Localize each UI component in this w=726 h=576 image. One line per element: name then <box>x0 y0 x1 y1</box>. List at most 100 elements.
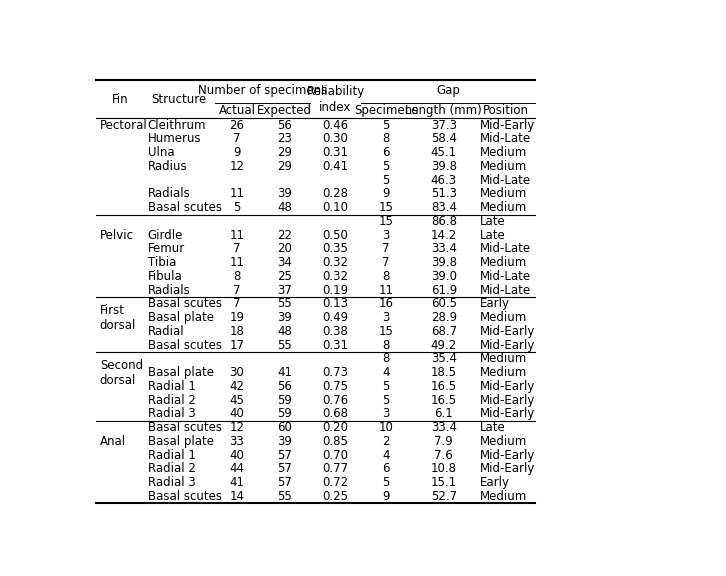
Text: 9: 9 <box>233 146 241 159</box>
Text: 61.9: 61.9 <box>431 284 457 297</box>
Text: Medium: Medium <box>480 160 527 173</box>
Text: Length (mm): Length (mm) <box>405 104 482 118</box>
Text: 7: 7 <box>233 242 241 256</box>
Text: 18: 18 <box>229 325 245 338</box>
Text: 10.8: 10.8 <box>431 463 457 475</box>
Text: 35.4: 35.4 <box>431 353 457 365</box>
Text: 0.31: 0.31 <box>322 146 348 159</box>
Text: 6: 6 <box>383 463 390 475</box>
Text: Anal: Anal <box>99 435 126 448</box>
Text: 40: 40 <box>229 449 245 462</box>
Text: 5: 5 <box>383 174 390 187</box>
Text: 45: 45 <box>229 394 245 407</box>
Text: 39: 39 <box>277 311 293 324</box>
Text: 60: 60 <box>277 421 293 434</box>
Text: 40: 40 <box>229 407 245 420</box>
Text: Position: Position <box>483 104 529 118</box>
Text: 45.1: 45.1 <box>431 146 457 159</box>
Text: Medium: Medium <box>480 490 527 503</box>
Text: 30: 30 <box>229 366 245 379</box>
Text: 11: 11 <box>229 256 245 269</box>
Text: Basal scutes: Basal scutes <box>147 339 221 352</box>
Text: 16: 16 <box>379 297 393 310</box>
Text: Late: Late <box>480 215 505 228</box>
Text: 46.3: 46.3 <box>431 174 457 187</box>
Text: 0.32: 0.32 <box>322 270 348 283</box>
Text: Medium: Medium <box>480 256 527 269</box>
Text: Mid-Early: Mid-Early <box>480 449 535 462</box>
Text: First
dorsal: First dorsal <box>99 304 136 332</box>
Text: 0.46: 0.46 <box>322 119 348 132</box>
Text: 57: 57 <box>277 449 293 462</box>
Text: 15: 15 <box>379 325 393 338</box>
Text: 60.5: 60.5 <box>431 297 457 310</box>
Text: 6: 6 <box>383 146 390 159</box>
Text: 11: 11 <box>229 187 245 200</box>
Text: Early: Early <box>480 297 510 310</box>
Text: 23: 23 <box>277 132 293 146</box>
Text: 34: 34 <box>277 256 293 269</box>
Text: 0.28: 0.28 <box>322 187 348 200</box>
Text: 0.19: 0.19 <box>322 284 348 297</box>
Text: 51.3: 51.3 <box>431 187 457 200</box>
Text: Radial: Radial <box>147 325 184 338</box>
Text: 41: 41 <box>229 476 245 489</box>
Text: Actual: Actual <box>219 104 256 118</box>
Text: Basal scutes: Basal scutes <box>147 490 221 503</box>
Text: Mid-Late: Mid-Late <box>480 174 531 187</box>
Text: Late: Late <box>480 229 505 242</box>
Text: Mid-Early: Mid-Early <box>480 463 535 475</box>
Text: Second
dorsal: Second dorsal <box>99 359 143 386</box>
Text: 57: 57 <box>277 463 293 475</box>
Text: Basal scutes: Basal scutes <box>147 201 221 214</box>
Text: 33: 33 <box>229 435 245 448</box>
Text: 25: 25 <box>277 270 293 283</box>
Text: 4: 4 <box>383 449 390 462</box>
Text: 4: 4 <box>383 366 390 379</box>
Text: Medium: Medium <box>480 311 527 324</box>
Text: 15.1: 15.1 <box>431 476 457 489</box>
Text: 16.5: 16.5 <box>431 380 457 393</box>
Text: Mid-Late: Mid-Late <box>480 284 531 297</box>
Text: Mid-Early: Mid-Early <box>480 407 535 420</box>
Text: 6.1: 6.1 <box>434 407 453 420</box>
Text: Mid-Late: Mid-Late <box>480 270 531 283</box>
Text: 39: 39 <box>277 435 293 448</box>
Text: 0.13: 0.13 <box>322 297 348 310</box>
Text: Radials: Radials <box>147 187 190 200</box>
Text: 68.7: 68.7 <box>431 325 457 338</box>
Text: 33.4: 33.4 <box>431 242 457 256</box>
Text: 5: 5 <box>383 160 390 173</box>
Text: Girdle: Girdle <box>147 229 183 242</box>
Text: 0.35: 0.35 <box>322 242 348 256</box>
Text: 11: 11 <box>229 229 245 242</box>
Text: Radial 3: Radial 3 <box>147 476 195 489</box>
Text: Mid-Late: Mid-Late <box>480 242 531 256</box>
Text: 5: 5 <box>233 201 241 214</box>
Text: 8: 8 <box>383 353 390 365</box>
Text: 20: 20 <box>277 242 293 256</box>
Text: 5: 5 <box>383 119 390 132</box>
Text: 39.0: 39.0 <box>431 270 457 283</box>
Text: 48: 48 <box>277 325 293 338</box>
Text: Radius: Radius <box>147 160 187 173</box>
Text: Radial 3: Radial 3 <box>147 407 195 420</box>
Text: 0.68: 0.68 <box>322 407 348 420</box>
Text: 0.70: 0.70 <box>322 449 348 462</box>
Text: 14: 14 <box>229 490 245 503</box>
Text: 8: 8 <box>383 339 390 352</box>
Text: 0.31: 0.31 <box>322 339 348 352</box>
Text: 39.8: 39.8 <box>431 160 457 173</box>
Text: Gap: Gap <box>436 84 460 97</box>
Text: 28.9: 28.9 <box>431 311 457 324</box>
Text: Basal scutes: Basal scutes <box>147 421 221 434</box>
Text: 0.32: 0.32 <box>322 256 348 269</box>
Text: Basal plate: Basal plate <box>147 366 213 379</box>
Text: 8: 8 <box>383 132 390 146</box>
Text: Tibia: Tibia <box>147 256 176 269</box>
Text: 0.72: 0.72 <box>322 476 348 489</box>
Text: 18.5: 18.5 <box>431 366 457 379</box>
Text: 7.6: 7.6 <box>434 449 453 462</box>
Text: 10: 10 <box>379 421 393 434</box>
Text: 58.4: 58.4 <box>431 132 457 146</box>
